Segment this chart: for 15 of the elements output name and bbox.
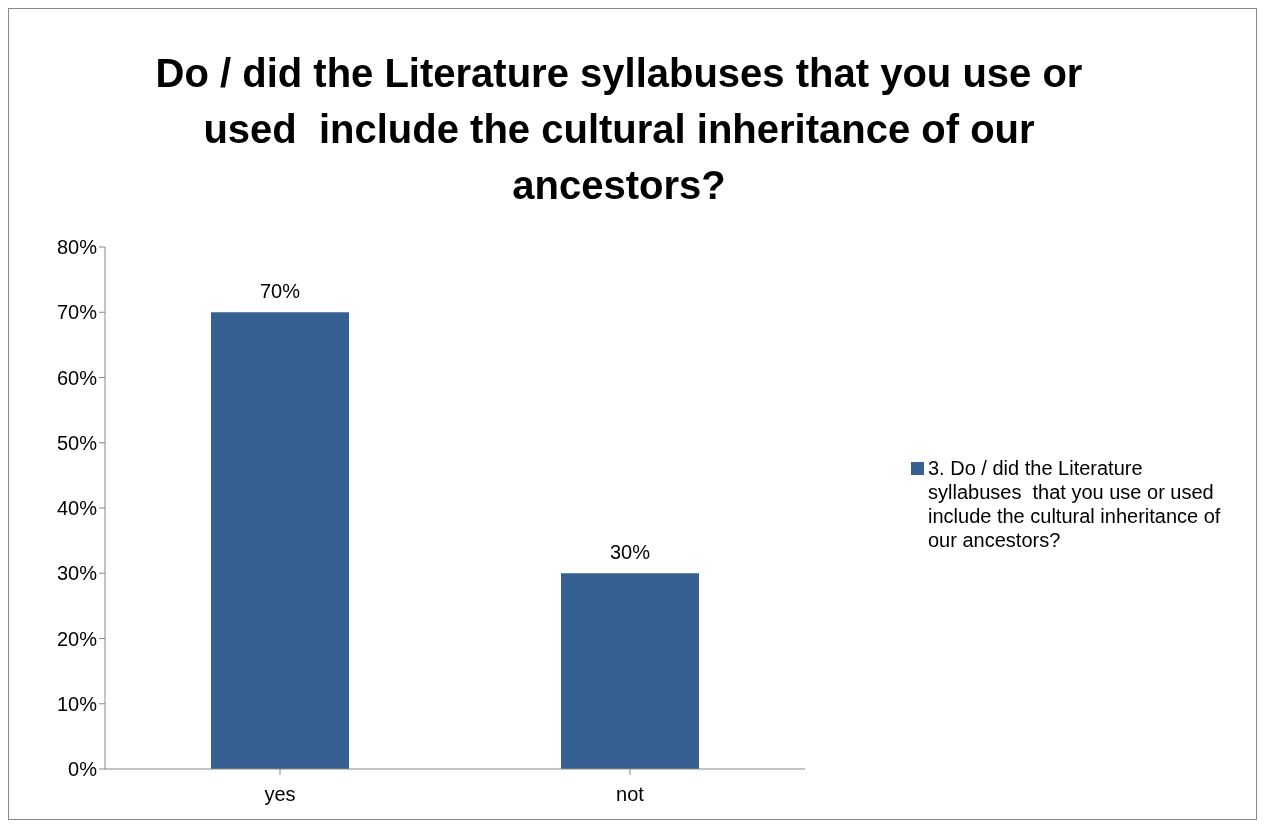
y-tick-label: 40% <box>56 497 98 520</box>
y-tick-label: 70% <box>56 301 98 324</box>
data-label: 30% <box>609 541 651 564</box>
legend-label: 3. Do / did the Literature syllabuses that you use or used include the cultural inheritance of our ancestors? <box>928 456 1222 552</box>
y-tick-label: 30% <box>56 562 98 585</box>
y-tick-label: 0% <box>68 758 98 781</box>
y-tick-label: 80% <box>56 236 98 259</box>
y-tick-label: 60% <box>56 366 98 389</box>
x-tick-label: yes <box>264 783 296 806</box>
y-tick-label: 10% <box>56 692 98 715</box>
x-tick-label: not <box>616 783 645 806</box>
data-label: 70% <box>259 280 301 303</box>
chart-title: Do / did the Literature syllabuses that you use or used include the cultural inheritance of our ancestors? <box>154 50 1084 209</box>
y-tick-label: 50% <box>56 431 98 454</box>
y-tick-label: 20% <box>56 627 98 650</box>
